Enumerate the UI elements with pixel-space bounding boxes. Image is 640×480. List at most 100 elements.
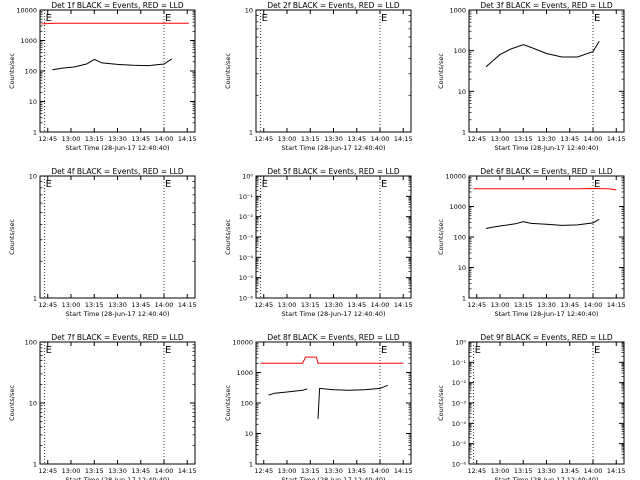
- x-tick-label: 14:00: [155, 467, 174, 475]
- x-tick-label: 14:00: [371, 467, 390, 475]
- x-tick-label: 13:15: [301, 135, 320, 143]
- x-tick-label: 13:00: [278, 301, 297, 309]
- y-tick-label: 100: [241, 400, 253, 408]
- events-series-line: [317, 384, 388, 419]
- x-tick-label: 14:00: [584, 301, 603, 309]
- event-marker-label: E: [262, 179, 268, 190]
- x-tick-label: 13:00: [62, 467, 81, 475]
- x-axis-label: Start Time (28-Jun-17 12:40:40): [282, 144, 386, 152]
- y-axis-label: Counts/sec: [224, 385, 232, 421]
- event-marker-label: E: [165, 179, 171, 190]
- x-tick-label: 14:15: [394, 467, 413, 475]
- y-axis-label: Counts/sec: [8, 385, 16, 421]
- event-marker-label: E: [381, 13, 387, 24]
- y-tick-label: 1: [33, 461, 37, 469]
- chart-title: Det 7f BLACK = Events, RED = LLD: [51, 333, 184, 342]
- y-tick-label: 10⁻⁵: [452, 440, 467, 448]
- x-tick-label: 13:15: [85, 135, 104, 143]
- y-tick-label: 10⁻³: [239, 234, 254, 242]
- events-series-line: [52, 58, 173, 71]
- y-tick-label: 10⁰: [455, 339, 466, 347]
- x-tick-label: 13:00: [491, 301, 510, 309]
- chart-title: Det 9f BLACK = Events, RED = LLD: [480, 333, 613, 342]
- y-tick-label: 10: [245, 430, 253, 438]
- chart-panel-2: Det 2f BLACK = Events, RED = LLD 12:45 13:…: [224, 1, 413, 152]
- y-tick-label: 1000: [20, 37, 37, 45]
- event-marker-label: E: [165, 13, 171, 24]
- y-tick-label: 10: [458, 264, 466, 272]
- lld-series-line: [473, 187, 617, 191]
- x-tick-label: 13:45: [347, 467, 366, 475]
- y-tick-label: 10⁻⁴: [239, 254, 254, 262]
- y-tick-label: 10⁻¹: [452, 359, 467, 367]
- x-tick-label: 13:45: [347, 301, 366, 309]
- y-tick-label: 1000: [449, 7, 466, 15]
- chart-panel-7: Det 7f BLACK = Events, RED = LLD 12:45 13:…: [8, 333, 197, 480]
- y-tick-label: 10: [29, 98, 37, 106]
- x-tick-label: 13:30: [324, 135, 343, 143]
- x-tick-label: 13:00: [278, 467, 297, 475]
- event-marker-label: E: [165, 345, 171, 356]
- y-tick-label: 10000: [16, 7, 37, 15]
- event-marker-label: E: [381, 179, 387, 190]
- x-tick-label: 14:15: [607, 135, 626, 143]
- x-tick-label: 12:45: [254, 135, 273, 143]
- x-tick-label: 14:15: [178, 301, 197, 309]
- y-axis-label: Counts/sec: [224, 219, 232, 255]
- chart-title: Det 8f BLACK = Events, RED = LLD: [267, 333, 400, 342]
- x-tick-label: 13:30: [324, 467, 343, 475]
- x-axis-label: Start Time (28-Jun-17 12:40:40): [282, 476, 386, 480]
- x-tick-label: 13:00: [491, 135, 510, 143]
- x-tick-label: 12:45: [254, 301, 273, 309]
- event-marker-label: E: [262, 13, 268, 24]
- event-marker-label: E: [594, 179, 600, 190]
- event-marker-label: E: [475, 345, 481, 356]
- x-tick-label: 13:30: [108, 467, 127, 475]
- plot-frame: [39, 9, 196, 133]
- event-marker-label: E: [46, 345, 52, 356]
- plot-frame: [255, 9, 412, 133]
- event-marker-label: E: [594, 345, 600, 356]
- x-tick-label: 14:00: [155, 301, 174, 309]
- x-tick-label: 14:15: [607, 301, 626, 309]
- chart-panel-3: Det 3f BLACK = Events, RED = LLD 12:45 13:…: [437, 1, 626, 152]
- x-tick-label: 14:15: [394, 135, 413, 143]
- event-marker-label: E: [46, 13, 52, 24]
- y-tick-label: 10⁻⁴: [452, 420, 467, 428]
- x-tick-label: 13:00: [491, 467, 510, 475]
- chart-panel-6: Det 6f BLACK = Events, RED = LLD 12:45 13:…: [437, 167, 626, 318]
- x-tick-label: 13:45: [131, 301, 150, 309]
- x-tick-label: 12:45: [38, 135, 57, 143]
- y-tick-label: 10000: [232, 339, 253, 347]
- x-tick-label: 13:45: [347, 135, 366, 143]
- x-tick-label: 13:45: [131, 135, 150, 143]
- chart-panel-1: Det 1f BLACK = Events, RED = LLD 12:45 13:…: [8, 1, 197, 152]
- x-tick-label: 13:30: [537, 467, 556, 475]
- chart-panel-4: Det 4f BLACK = Events, RED = LLD 12:45 13:…: [8, 167, 197, 318]
- y-tick-label: 100: [454, 234, 466, 242]
- events-series-line: [485, 41, 600, 68]
- x-axis-label: Start Time (28-Jun-17 12:40:40): [495, 310, 599, 318]
- x-tick-label: 13:15: [85, 301, 104, 309]
- chart-title: Det 6f BLACK = Events, RED = LLD: [480, 167, 613, 176]
- plot-frame: [255, 175, 412, 299]
- x-tick-label: 13:45: [560, 135, 579, 143]
- x-tick-label: 13:00: [62, 301, 81, 309]
- y-axis-label: Counts/sec: [8, 53, 16, 89]
- events-series-line: [268, 388, 308, 396]
- x-tick-label: 13:30: [108, 135, 127, 143]
- x-tick-label: 13:15: [85, 467, 104, 475]
- plot-frame: [255, 341, 412, 465]
- x-tick-label: 13:15: [514, 467, 533, 475]
- x-tick-label: 14:00: [371, 301, 390, 309]
- events-series-line: [485, 218, 600, 229]
- x-tick-label: 13:30: [108, 301, 127, 309]
- chart-panel-9: Det 9f BLACK = Events, RED = LLD 12:45 13:…: [437, 333, 626, 480]
- chart-panel-8: Det 8f BLACK = Events, RED = LLD 12:45 13:…: [224, 333, 413, 480]
- x-tick-label: 12:45: [467, 301, 486, 309]
- lld-series-line: [260, 356, 404, 364]
- x-axis-label: Start Time (28-Jun-17 12:40:40): [66, 310, 170, 318]
- y-tick-label: 1: [33, 295, 37, 303]
- chart-title: Det 5f BLACK = Events, RED = LLD: [267, 167, 400, 176]
